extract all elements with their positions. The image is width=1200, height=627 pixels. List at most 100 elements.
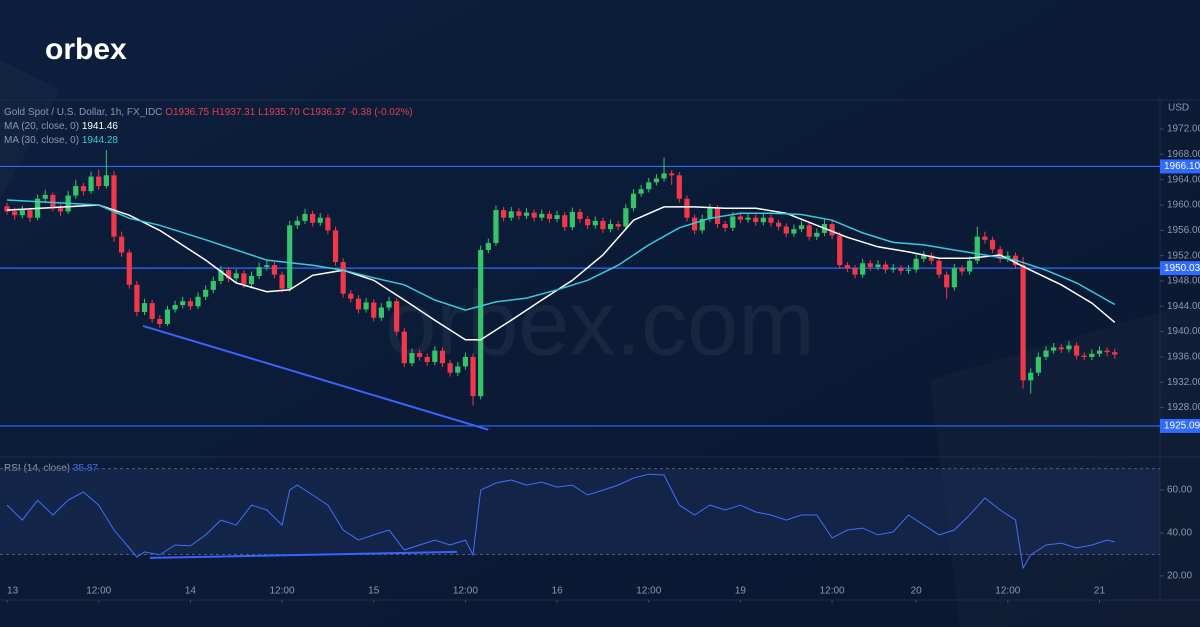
- candle-body: [806, 225, 812, 237]
- candle-body: [967, 260, 973, 272]
- candle-body: [577, 212, 583, 219]
- candle-body: [455, 366, 461, 373]
- candle-body: [997, 249, 1003, 259]
- level-label: 1950.03: [1164, 263, 1200, 274]
- candle-body: [691, 217, 698, 231]
- candle-body: [134, 284, 140, 312]
- level-tag: [1160, 159, 1200, 174]
- candle-body: [623, 208, 629, 227]
- candle-body: [989, 239, 996, 250]
- candle-body: [684, 198, 690, 218]
- x-tick-label: 12:00: [86, 586, 111, 597]
- candle-body: [470, 356, 476, 397]
- logo: orbex: [45, 33, 127, 66]
- candle-body: [310, 213, 316, 223]
- candle-body: [287, 225, 293, 289]
- candle-body: [585, 218, 591, 226]
- candle-body: [264, 265, 270, 268]
- candle-body: [974, 236, 980, 261]
- candle-body: [225, 270, 232, 279]
- candle-body: [592, 220, 598, 226]
- candle-body: [508, 211, 514, 218]
- candle-body: [19, 210, 25, 216]
- candle-body: [424, 356, 430, 362]
- candle-body: [1104, 350, 1110, 353]
- candle-body: [241, 273, 247, 285]
- symbol: Gold Spot / U.S. Dollar, 1h, FX_IDC: [4, 107, 162, 118]
- currency: USD: [1168, 103, 1189, 114]
- candle-body: [195, 296, 201, 307]
- candle-body: [203, 289, 209, 297]
- candle-body: [355, 298, 362, 310]
- candle-body: [218, 270, 224, 281]
- candle-body: [279, 274, 285, 289]
- candle-body: [1020, 265, 1026, 381]
- ohlc: O1936.75: [165, 107, 209, 118]
- ohlc: H1937.31: [212, 107, 256, 118]
- y-tick-label: 1972.00: [1167, 124, 1200, 135]
- candle-body: [172, 305, 178, 310]
- level-label: 1966.10: [1164, 161, 1200, 172]
- y-tick-label: 1928.00: [1167, 402, 1200, 413]
- ohlc: L1935.70: [258, 107, 300, 118]
- y-tick-label: 1944.00: [1167, 301, 1200, 312]
- candle-body: [149, 303, 155, 319]
- candle-body: [386, 301, 392, 308]
- rsi-pane: [0, 468, 1160, 570]
- candle-body: [1058, 347, 1064, 350]
- legend-value: 1944.28: [82, 135, 119, 146]
- x-tick-label: 20: [911, 586, 923, 597]
- y-tick-label: 1932.00: [1167, 377, 1200, 388]
- candle-body: [119, 236, 125, 253]
- candle-body: [844, 265, 850, 269]
- candle-body: [860, 263, 866, 275]
- axes: 1928.001932.001936.001940.001944.001948.…: [6, 124, 1200, 603]
- candle-body: [302, 213, 308, 221]
- candle-body: [646, 182, 652, 190]
- x-tick-label: 13: [7, 586, 19, 597]
- candle-body: [111, 175, 117, 237]
- y-tick-label: 40.00: [1167, 528, 1192, 539]
- candle-body: [141, 303, 148, 312]
- candle-body: [546, 213, 553, 219]
- trendline: [142, 324, 489, 431]
- candle-body: [103, 175, 109, 187]
- candle-body: [294, 220, 300, 226]
- candle-body: [439, 350, 446, 364]
- candle-body: [348, 293, 354, 299]
- candle-body: [210, 280, 216, 290]
- candle-body: [325, 217, 331, 231]
- level-label: 1925.09: [1164, 421, 1200, 432]
- candle-body: [653, 178, 659, 183]
- candle-body: [768, 217, 774, 223]
- candle-body: [760, 217, 766, 223]
- x-tick-label: 15: [368, 586, 380, 597]
- candle-body: [669, 173, 675, 176]
- candle-body: [1035, 356, 1041, 373]
- rsi-line: [6, 473, 1115, 570]
- candle-body: [271, 265, 278, 275]
- ma-line: [6, 204, 1116, 341]
- price-pane: [0, 149, 1160, 431]
- candle-body: [1112, 352, 1118, 355]
- candle-body: [737, 216, 744, 220]
- candle-body: [867, 263, 873, 268]
- candle-body: [1066, 345, 1072, 350]
- candle-body: [363, 302, 369, 310]
- y-tick-label: 1952.00: [1167, 250, 1200, 261]
- candle-body: [676, 175, 682, 199]
- candle-body: [936, 260, 942, 275]
- candle-body: [4, 206, 10, 212]
- x-tick-label: 16: [552, 586, 564, 597]
- candle-body: [1005, 255, 1011, 259]
- candle-body: [982, 236, 988, 240]
- candle-body: [164, 309, 171, 325]
- candle-body: [607, 224, 614, 230]
- candle-body: [776, 222, 782, 227]
- x-tick-label: 14: [185, 586, 197, 597]
- candle-body: [42, 194, 48, 199]
- candle-body: [913, 258, 919, 270]
- candle-body: [523, 212, 530, 216]
